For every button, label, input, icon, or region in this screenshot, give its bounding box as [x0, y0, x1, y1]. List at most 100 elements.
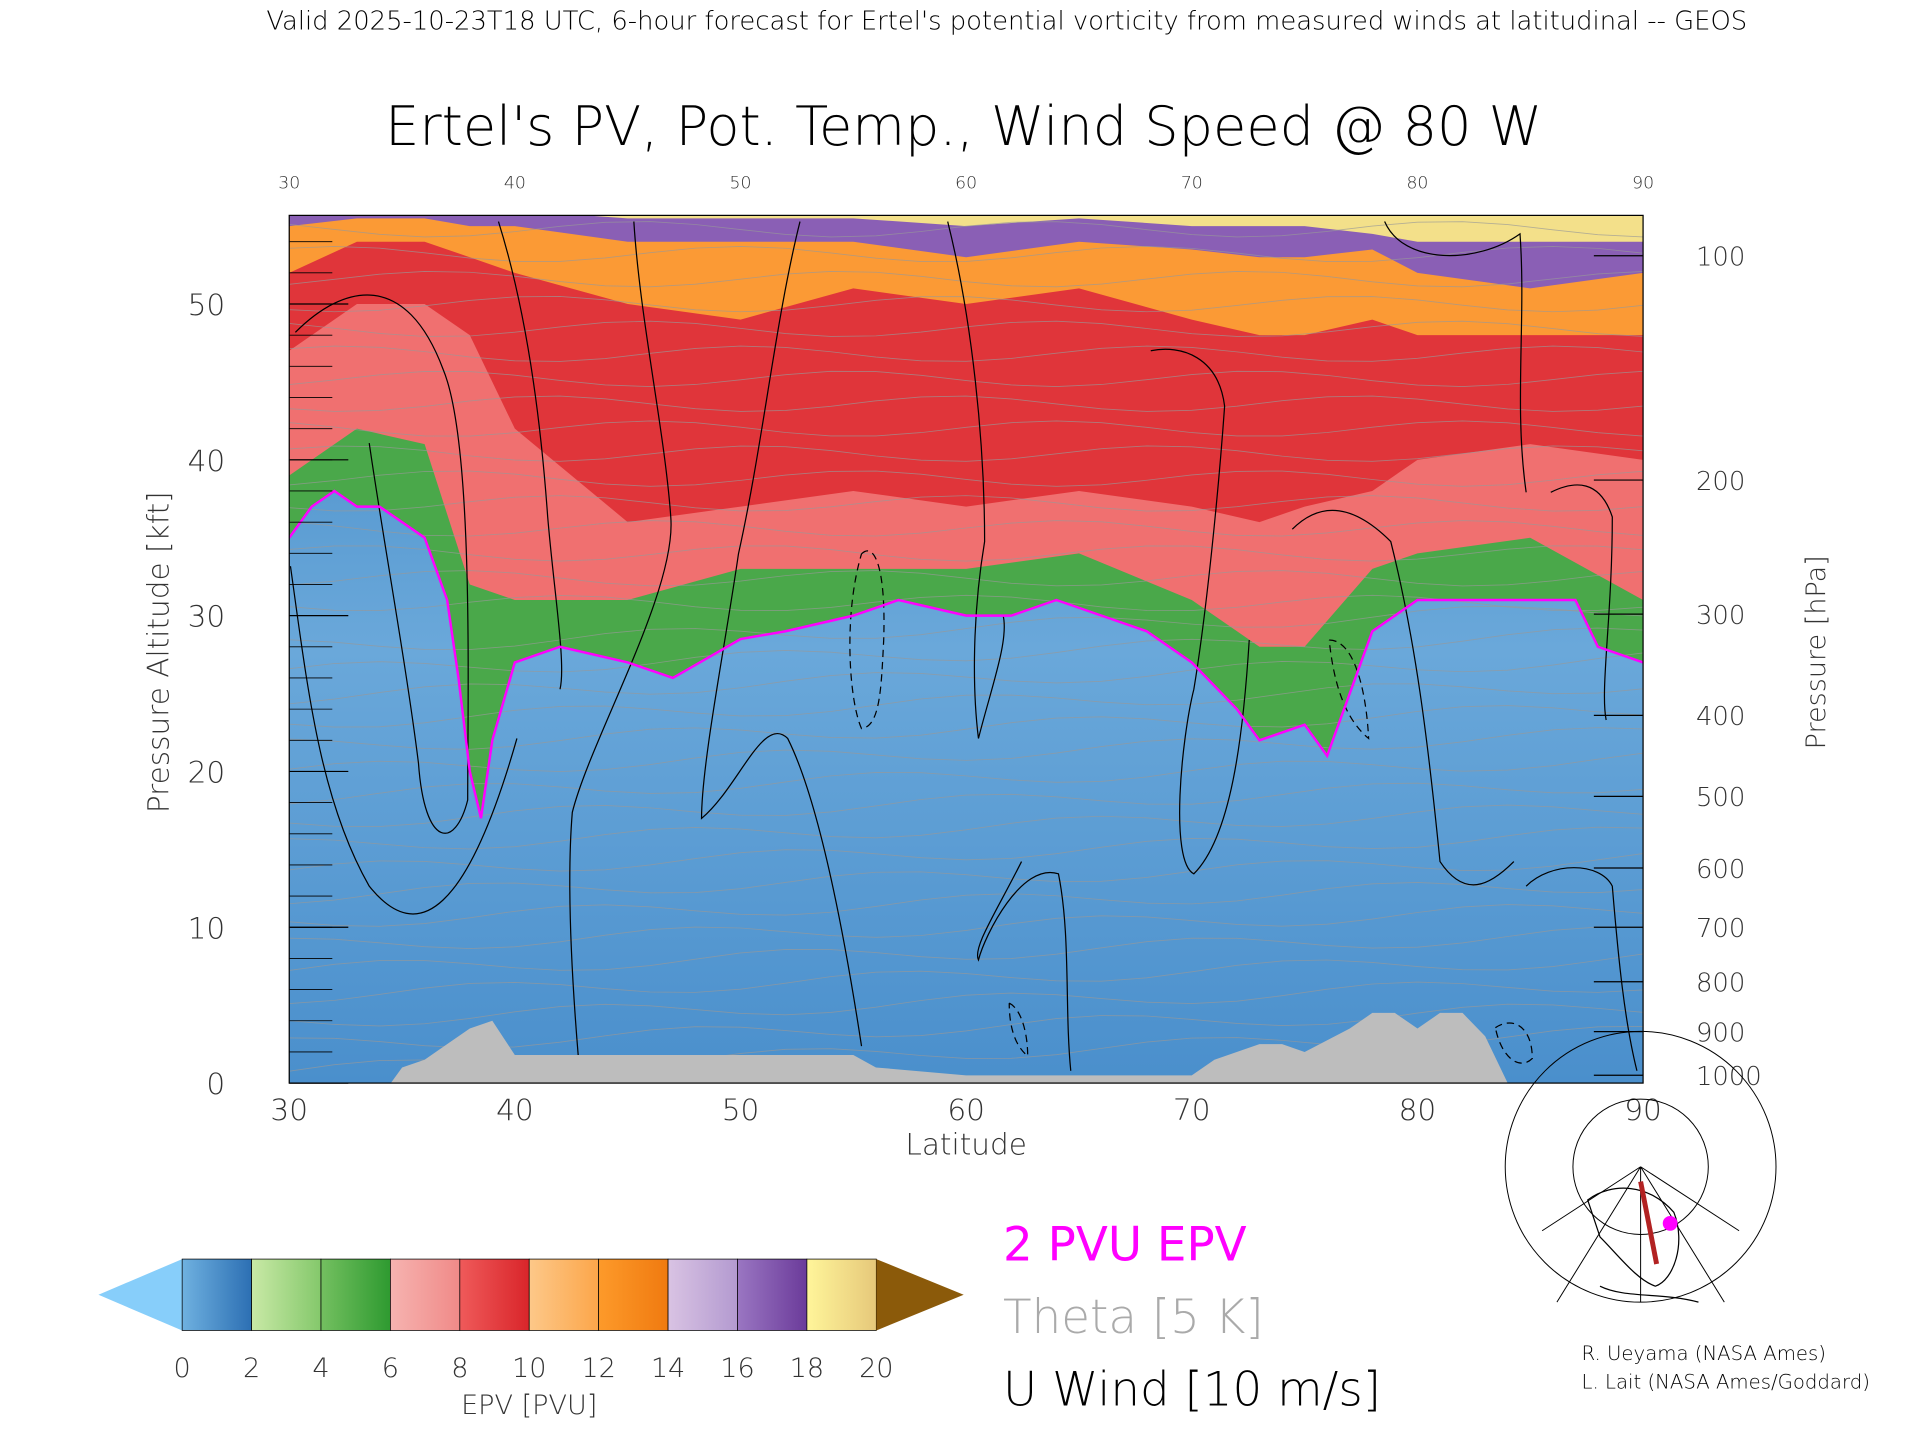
y2-tick-label: 300	[1696, 601, 1745, 631]
colorbar-segment	[251, 1258, 322, 1331]
x-tick-label: 70	[1173, 1093, 1211, 1127]
theta-line	[289, 296, 1644, 313]
x-top-tick-label: 90	[1632, 173, 1654, 193]
colorbar-tick-label: 0	[174, 1353, 191, 1384]
colorbar-tick-label: 18	[790, 1353, 824, 1384]
theta-line	[289, 953, 1644, 1004]
x-tick-label: 50	[722, 1093, 760, 1127]
theta-line	[289, 245, 1644, 262]
theta-line	[289, 470, 1644, 487]
colorbar-tick-label: 14	[651, 1353, 685, 1384]
theta-line	[289, 652, 1644, 705]
colorbar-over-arrow	[876, 1259, 964, 1331]
theta-line	[289, 904, 1644, 949]
x-tick-label: 80	[1399, 1093, 1437, 1127]
y2-tick-label: 700	[1696, 914, 1745, 944]
plot-frame	[288, 214, 1644, 1084]
theta-line	[289, 270, 1644, 288]
x-top-tick-label: 40	[504, 173, 526, 193]
y-tick-label: 40	[188, 444, 226, 478]
cross-section-path	[1638, 1181, 1660, 1265]
legend: 2 PVU EPV Theta [5 K] U Wind [10 m/s]	[1003, 1218, 1381, 1417]
theta-line	[289, 545, 1644, 562]
theta-line	[289, 727, 1644, 773]
pv-2pvu-contour	[289, 489, 1644, 819]
terrain	[289, 1012, 1644, 1084]
terrain-fill	[289, 1012, 1644, 1084]
x-tick-label: 90	[1624, 1093, 1662, 1127]
theta-line	[289, 520, 1644, 537]
theta-line	[289, 594, 1644, 612]
y-tick-label: 10	[188, 911, 226, 945]
x-axis-label: Latitude	[905, 1127, 1026, 1161]
y2-tick-label: 900	[1696, 1019, 1745, 1049]
y2-tick-label: 200	[1696, 467, 1745, 497]
chart-title: Ertel's PV, Pot. Temp., Wind Speed @ 80 …	[385, 95, 1542, 158]
theta-line	[289, 370, 1644, 388]
colorbar-tick-label: 4	[312, 1353, 329, 1384]
header-caption: Valid 2025-10-23T18 UTC, 6-hour forecast…	[266, 7, 1747, 37]
x-tick-label: 30	[270, 1093, 308, 1127]
legend-uwind: U Wind [10 m/s]	[1003, 1364, 1381, 1418]
colorbar-segment	[737, 1258, 808, 1331]
x-top-tick-label: 80	[1406, 173, 1428, 193]
theta-line	[289, 320, 1644, 337]
theta-line	[289, 804, 1644, 850]
right-axis: 100 200 300 400 500 600 700 800 900 1000	[1593, 243, 1762, 1092]
theta-line	[289, 221, 1644, 238]
y2-tick-label: 800	[1696, 969, 1745, 999]
colorbar-segment	[181, 1258, 252, 1331]
theta-line	[289, 683, 1644, 728]
theta-line	[289, 570, 1644, 587]
top-axis-ticks: 30 40 50 60 70 80 90	[278, 173, 1654, 193]
x-top-tick-label: 60	[955, 173, 977, 193]
colorbar-tick-label: 12	[581, 1353, 615, 1384]
x-tick-label: 40	[496, 1093, 534, 1127]
theta-line	[289, 495, 1644, 512]
theta-line	[289, 445, 1644, 462]
colorbar-segment	[806, 1258, 877, 1331]
pv-band-18-20	[585, 215, 1644, 242]
theta-line	[289, 926, 1644, 971]
theta-line	[289, 752, 1644, 805]
location-marker	[1662, 1216, 1678, 1231]
theta-line	[289, 981, 1644, 1027]
bottom-axis: 30 40 50 60 70 80 90	[270, 1093, 1661, 1127]
x-tick-label: 60	[947, 1093, 985, 1127]
theta-line	[289, 1003, 1644, 1049]
legend-pv2: 2 PVU EPV	[1003, 1218, 1247, 1272]
colorbar: 0 2 4 6 8 10 12 14 16 18 20 EPV [PVU]	[98, 1258, 964, 1421]
x-top-tick-label: 70	[1181, 173, 1203, 193]
theta-line	[289, 605, 1644, 651]
theta-line	[289, 395, 1644, 412]
y-axis-label: Pressure Altitude [kft]	[142, 491, 176, 813]
credit-1: R. Ueyama (NASA Ames)	[1582, 1342, 1826, 1365]
colorbar-under-arrow	[98, 1259, 183, 1331]
y2-tick-label: 500	[1696, 783, 1745, 813]
x-top-tick-label: 50	[730, 173, 752, 193]
colorbar-label: EPV [PVU]	[461, 1390, 597, 1421]
left-axis: 0 10 20 30 40 50	[188, 241, 349, 1101]
y-tick-label: 30	[188, 600, 226, 634]
theta-line	[289, 853, 1644, 905]
colorbar-tick-label: 6	[382, 1353, 399, 1384]
colorbar-tick-label: 10	[512, 1353, 546, 1384]
y-tick-label: 50	[188, 288, 226, 322]
credit-2: L. Lait (NASA Ames/Goddard)	[1582, 1370, 1870, 1393]
y2-tick-label: 1000	[1696, 1062, 1762, 1092]
y2-axis-label: Pressure [hPa]	[1801, 555, 1832, 749]
colorbar-segment	[459, 1258, 530, 1331]
colorbar-segment	[390, 1258, 461, 1331]
y-tick-label: 20	[188, 756, 226, 790]
colorbar-segment	[667, 1258, 738, 1331]
y2-tick-label: 400	[1696, 702, 1745, 732]
colorbar-tick-label: 8	[451, 1353, 468, 1384]
colorbar-segment	[598, 1258, 669, 1331]
y-tick-label: 0	[206, 1067, 225, 1101]
legend-theta: Theta [5 K]	[1003, 1291, 1264, 1345]
theta-line	[289, 627, 1644, 673]
colorbar-tick-label: 16	[720, 1353, 754, 1384]
colorbar-segment	[528, 1258, 600, 1331]
theta-line	[289, 420, 1644, 437]
